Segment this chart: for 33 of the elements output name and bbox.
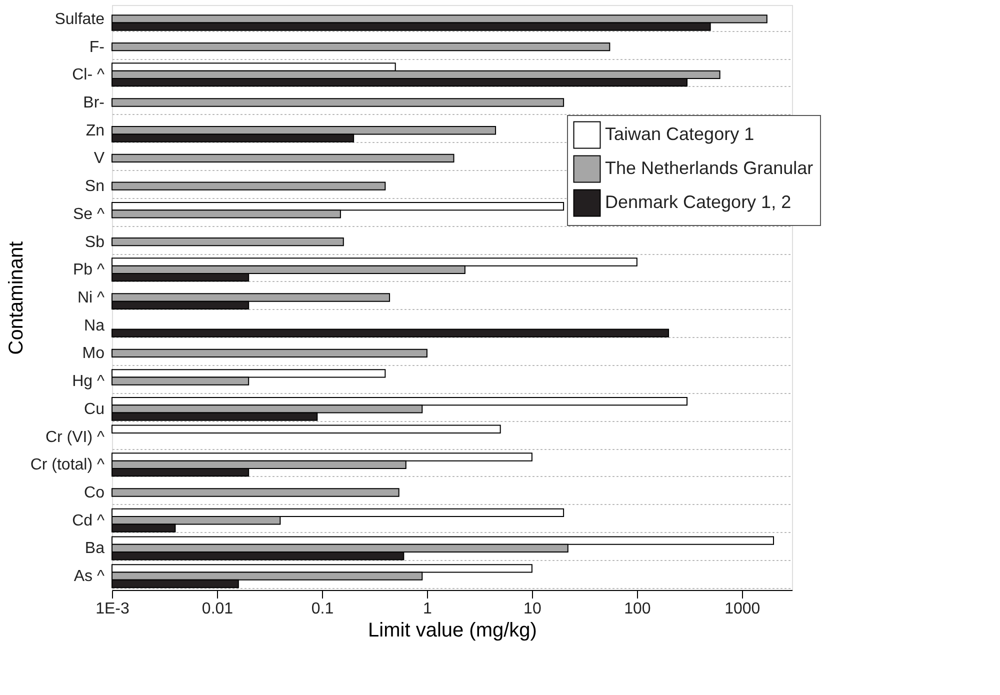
y-tick-label: Na [84, 317, 105, 334]
y-tick-label: Cr (total) ^ [30, 456, 105, 474]
x-tick-label: 0.01 [202, 600, 234, 618]
y-tick-label: Zn [86, 122, 104, 140]
x-tick-label: 1000 [724, 600, 760, 618]
x-tick-label: 0.1 [311, 600, 334, 618]
x-axis-title: Limit value (mg/kg) [368, 620, 537, 642]
y-tick-label: Cu [84, 400, 104, 418]
y-tick-label: F- [89, 38, 104, 56]
x-tick-label: 1 [423, 600, 432, 618]
y-tick-label: Ni ^ [77, 290, 105, 306]
y-tick-label: Se ^ [72, 206, 105, 223]
y-tick-label: Cd ^ [72, 512, 105, 530]
y-tick-label: Hg ^ [72, 373, 105, 390]
y-tick-label: V [94, 150, 105, 168]
x-tick-label: 1E-3 [96, 600, 130, 618]
y-tick-label: Br- [83, 94, 104, 112]
y-tick-label: Co [84, 484, 105, 502]
y-tick-label: Mo [82, 345, 105, 362]
y-tick-label: As ^ [74, 568, 105, 586]
legend-label: Denmark Category 1, 2 [605, 192, 792, 212]
y-tick-label: Sb [84, 234, 105, 251]
y-tick-label: Pb ^ [72, 262, 105, 279]
y-tick-label: Sulfate [54, 10, 105, 28]
y-tick-label: Ba [84, 540, 105, 558]
legend-label: The Netherlands Granular [605, 158, 814, 178]
x-tick-label: 100 [624, 600, 651, 618]
y-axis-title: Contaminant [5, 240, 28, 355]
y-tick-label: Cr (VI) ^ [45, 428, 105, 446]
y-tick-label: Sn [84, 178, 104, 196]
y-tick-label: Cl- ^ [72, 66, 105, 84]
x-tick-label: 10 [524, 600, 542, 618]
legend-label: Taiwan Category 1 [605, 124, 754, 144]
